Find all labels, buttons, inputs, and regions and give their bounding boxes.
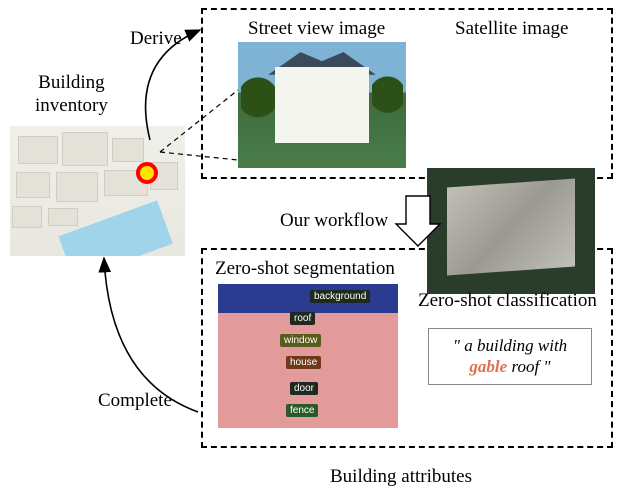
house-shape — [275, 67, 369, 143]
complete-label: Complete — [98, 390, 172, 412]
classification-quote-box: " a building with gable roof " — [428, 328, 592, 385]
city-block — [112, 138, 144, 162]
street-view-label: Street view image — [248, 18, 385, 40]
quote-highlight: gable — [469, 357, 507, 376]
building-inventory-line1: Building — [38, 72, 105, 93]
segmented-house-image: background roof window house door fence — [218, 284, 398, 428]
seg-tag-door: door — [290, 382, 318, 395]
our-workflow-label: Our workflow — [280, 210, 388, 232]
satellite-image — [427, 168, 595, 294]
street-view-image — [238, 42, 406, 168]
seg-tag-window: window — [280, 334, 321, 347]
satellite-label: Satellite image — [455, 18, 568, 40]
city-map-graphic — [10, 126, 185, 256]
complete-arrow — [104, 258, 198, 412]
seg-tag-roof: roof — [290, 312, 315, 325]
zero-shot-seg-label: Zero-shot segmentation — [215, 258, 395, 280]
city-block — [62, 132, 108, 166]
quote-suffix: roof " — [507, 357, 550, 376]
building-attributes-label: Building attributes — [330, 466, 472, 488]
seg-tag-fence: fence — [286, 404, 318, 417]
city-block — [16, 172, 50, 198]
city-block — [18, 136, 58, 164]
location-marker — [136, 162, 158, 184]
zero-shot-cls-label: Zero-shot classification — [418, 290, 597, 312]
tree-icon — [372, 67, 402, 136]
building-inventory-line2: inventory — [35, 95, 108, 116]
seg-tag-background: background — [310, 290, 370, 303]
satellite-roof-shape — [447, 179, 575, 276]
city-block — [12, 206, 42, 228]
city-block — [56, 172, 98, 202]
building-inventory-label: Building inventory — [35, 72, 108, 118]
tree-icon — [241, 67, 275, 143]
seg-tag-house: house — [286, 356, 321, 369]
derive-label: Derive — [130, 28, 182, 50]
city-block — [48, 208, 78, 226]
seg-roof-region — [218, 284, 398, 313]
quote-prefix: " a building with — [453, 336, 567, 355]
